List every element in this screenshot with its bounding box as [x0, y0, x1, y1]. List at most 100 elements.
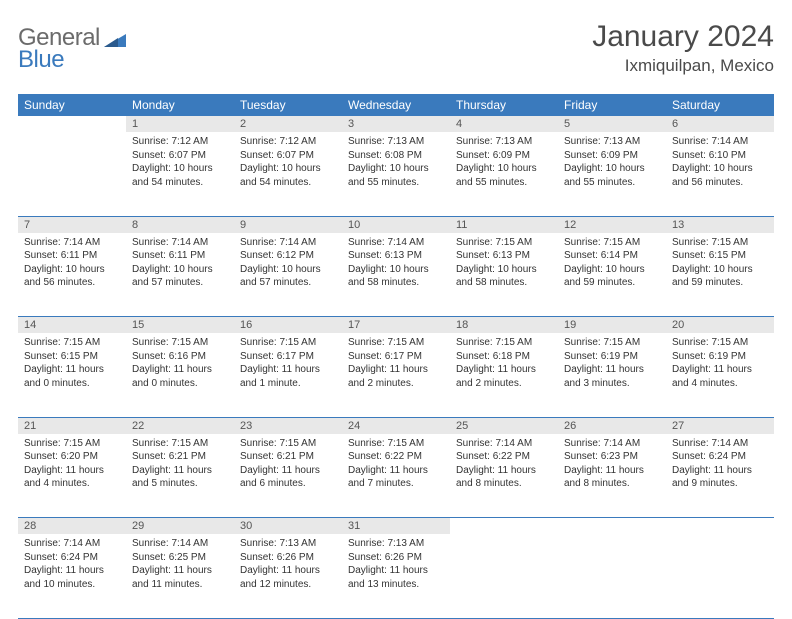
day-cell: Sunrise: 7:14 AMSunset: 6:25 PMDaylight:…	[126, 534, 234, 618]
weekday-header: Monday	[126, 94, 234, 116]
daylight-text: Daylight: 11 hours and 7 minutes.	[348, 464, 444, 491]
day-cell-body: Sunrise: 7:15 AMSunset: 6:14 PMDaylight:…	[558, 233, 666, 296]
day-number-cell: 29	[126, 518, 234, 535]
title-block: January 2024 Ixmiquilpan, Mexico	[592, 20, 774, 76]
day-cell: Sunrise: 7:15 AMSunset: 6:13 PMDaylight:…	[450, 233, 558, 317]
daylight-text: Daylight: 10 hours and 55 minutes.	[564, 162, 660, 189]
sunrise-text: Sunrise: 7:15 AM	[24, 336, 120, 350]
day-cell: Sunrise: 7:15 AMSunset: 6:19 PMDaylight:…	[666, 333, 774, 417]
day-cell-body	[18, 132, 126, 141]
day-cell-body: Sunrise: 7:14 AMSunset: 6:24 PMDaylight:…	[666, 434, 774, 497]
page-header: General January 2024 Ixmiquilpan, Mexico	[18, 20, 774, 76]
daylight-text: Daylight: 11 hours and 2 minutes.	[348, 363, 444, 390]
sunset-text: Sunset: 6:26 PM	[240, 551, 336, 565]
day-cell: Sunrise: 7:14 AMSunset: 6:24 PMDaylight:…	[666, 434, 774, 518]
day-number-cell: 27	[666, 417, 774, 434]
day-number-row: 123456	[18, 116, 774, 132]
day-number-cell: 20	[666, 317, 774, 334]
day-cell-body	[450, 534, 558, 543]
sunrise-text: Sunrise: 7:13 AM	[564, 135, 660, 149]
day-cell: Sunrise: 7:15 AMSunset: 6:17 PMDaylight:…	[342, 333, 450, 417]
sunrise-text: Sunrise: 7:15 AM	[348, 437, 444, 451]
day-number-cell: 30	[234, 518, 342, 535]
day-cell-body: Sunrise: 7:14 AMSunset: 6:13 PMDaylight:…	[342, 233, 450, 296]
sunrise-text: Sunrise: 7:15 AM	[564, 336, 660, 350]
sunset-text: Sunset: 6:21 PM	[240, 450, 336, 464]
day-cell-body: Sunrise: 7:13 AMSunset: 6:09 PMDaylight:…	[558, 132, 666, 195]
day-cell-body: Sunrise: 7:14 AMSunset: 6:25 PMDaylight:…	[126, 534, 234, 597]
sunrise-text: Sunrise: 7:12 AM	[132, 135, 228, 149]
week-row: Sunrise: 7:14 AMSunset: 6:11 PMDaylight:…	[18, 233, 774, 317]
day-number-cell: 14	[18, 317, 126, 334]
day-number-cell: 13	[666, 216, 774, 233]
day-cell: Sunrise: 7:15 AMSunset: 6:15 PMDaylight:…	[666, 233, 774, 317]
daylight-text: Daylight: 11 hours and 9 minutes.	[672, 464, 768, 491]
daylight-text: Daylight: 11 hours and 8 minutes.	[456, 464, 552, 491]
day-cell: Sunrise: 7:15 AMSunset: 6:15 PMDaylight:…	[18, 333, 126, 417]
day-cell-body: Sunrise: 7:15 AMSunset: 6:21 PMDaylight:…	[126, 434, 234, 497]
sunset-text: Sunset: 6:17 PM	[348, 350, 444, 364]
sunset-text: Sunset: 6:22 PM	[348, 450, 444, 464]
sunrise-text: Sunrise: 7:15 AM	[564, 236, 660, 250]
daylight-text: Daylight: 10 hours and 57 minutes.	[132, 263, 228, 290]
sunset-text: Sunset: 6:26 PM	[348, 551, 444, 565]
day-cell: Sunrise: 7:14 AMSunset: 6:13 PMDaylight:…	[342, 233, 450, 317]
month-title: January 2024	[592, 20, 774, 54]
calendar-head: Sunday Monday Tuesday Wednesday Thursday…	[18, 94, 774, 116]
day-number-cell: 4	[450, 116, 558, 132]
day-cell: Sunrise: 7:15 AMSunset: 6:18 PMDaylight:…	[450, 333, 558, 417]
sunset-text: Sunset: 6:20 PM	[24, 450, 120, 464]
logo-text-blue: Blue	[18, 46, 64, 73]
sunset-text: Sunset: 6:15 PM	[24, 350, 120, 364]
sunset-text: Sunset: 6:17 PM	[240, 350, 336, 364]
day-cell-body: Sunrise: 7:15 AMSunset: 6:18 PMDaylight:…	[450, 333, 558, 396]
daylight-text: Daylight: 10 hours and 58 minutes.	[348, 263, 444, 290]
day-cell: Sunrise: 7:15 AMSunset: 6:21 PMDaylight:…	[234, 434, 342, 518]
week-row: Sunrise: 7:15 AMSunset: 6:20 PMDaylight:…	[18, 434, 774, 518]
day-cell-body: Sunrise: 7:15 AMSunset: 6:15 PMDaylight:…	[18, 333, 126, 396]
sunrise-text: Sunrise: 7:15 AM	[132, 336, 228, 350]
day-cell: Sunrise: 7:12 AMSunset: 6:07 PMDaylight:…	[126, 132, 234, 216]
day-number-cell: 17	[342, 317, 450, 334]
daylight-text: Daylight: 10 hours and 58 minutes.	[456, 263, 552, 290]
sunset-text: Sunset: 6:15 PM	[672, 249, 768, 263]
sunset-text: Sunset: 6:12 PM	[240, 249, 336, 263]
day-cell-body: Sunrise: 7:13 AMSunset: 6:26 PMDaylight:…	[234, 534, 342, 597]
sunset-text: Sunset: 6:11 PM	[132, 249, 228, 263]
daylight-text: Daylight: 10 hours and 57 minutes.	[240, 263, 336, 290]
sunrise-text: Sunrise: 7:14 AM	[672, 135, 768, 149]
daylight-text: Daylight: 11 hours and 10 minutes.	[24, 564, 120, 591]
day-cell-body: Sunrise: 7:14 AMSunset: 6:12 PMDaylight:…	[234, 233, 342, 296]
daylight-text: Daylight: 11 hours and 8 minutes.	[564, 464, 660, 491]
sunset-text: Sunset: 6:09 PM	[564, 149, 660, 163]
day-cell-body: Sunrise: 7:12 AMSunset: 6:07 PMDaylight:…	[126, 132, 234, 195]
sunset-text: Sunset: 6:13 PM	[348, 249, 444, 263]
day-cell-body: Sunrise: 7:15 AMSunset: 6:19 PMDaylight:…	[558, 333, 666, 396]
sunrise-text: Sunrise: 7:14 AM	[672, 437, 768, 451]
day-cell-body: Sunrise: 7:15 AMSunset: 6:17 PMDaylight:…	[234, 333, 342, 396]
day-cell: Sunrise: 7:15 AMSunset: 6:17 PMDaylight:…	[234, 333, 342, 417]
sunrise-text: Sunrise: 7:13 AM	[348, 537, 444, 551]
week-row: Sunrise: 7:14 AMSunset: 6:24 PMDaylight:…	[18, 534, 774, 618]
day-cell: Sunrise: 7:14 AMSunset: 6:22 PMDaylight:…	[450, 434, 558, 518]
day-number-cell	[666, 518, 774, 535]
day-cell-body: Sunrise: 7:15 AMSunset: 6:20 PMDaylight:…	[18, 434, 126, 497]
day-cell-body: Sunrise: 7:15 AMSunset: 6:16 PMDaylight:…	[126, 333, 234, 396]
day-number-cell: 11	[450, 216, 558, 233]
day-number-cell	[450, 518, 558, 535]
day-number-cell: 1	[126, 116, 234, 132]
day-number-cell: 12	[558, 216, 666, 233]
daylight-text: Daylight: 11 hours and 12 minutes.	[240, 564, 336, 591]
week-row: Sunrise: 7:12 AMSunset: 6:07 PM Daylight:…	[18, 132, 774, 216]
day-number-row: 21222324252627	[18, 417, 774, 434]
sunrise-text: Sunrise: 7:13 AM	[456, 135, 552, 149]
sunset-text: Sunset: 6:07 PM	[132, 149, 228, 163]
daylight-text: Daylight: 11 hours and 4 minutes.	[24, 464, 120, 491]
day-cell: Sunrise: 7:14 AMSunset: 6:11 PMDaylight:…	[126, 233, 234, 317]
day-number-cell: 18	[450, 317, 558, 334]
day-number-cell: 23	[234, 417, 342, 434]
weekday-header: Saturday	[666, 94, 774, 116]
sunset-text: Sunset: 6:10 PM	[672, 149, 768, 163]
sunset-text: Sunset: 6:25 PM	[132, 551, 228, 565]
sunrise-text: Sunrise: 7:14 AM	[132, 537, 228, 551]
